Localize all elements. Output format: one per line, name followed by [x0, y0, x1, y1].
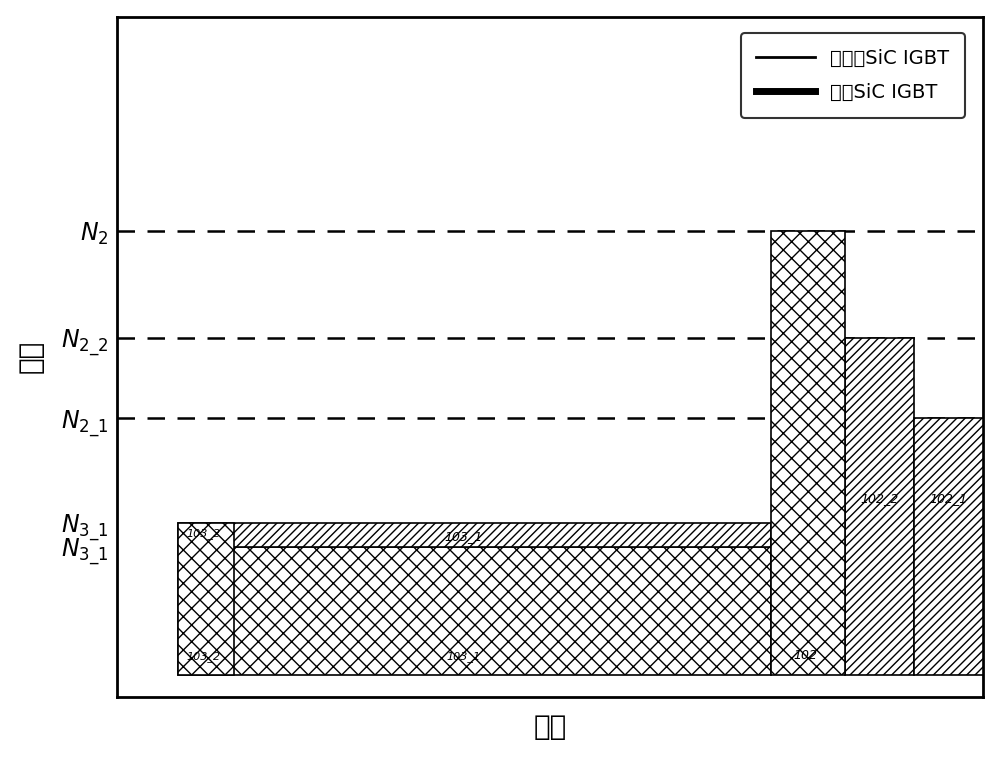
Text: 102_1: 102_1	[930, 492, 968, 505]
Bar	[845, 338, 914, 675]
Bar	[178, 523, 234, 675]
Text: 102: 102	[794, 649, 818, 662]
Text: 103_2: 103_2	[187, 528, 221, 539]
Text: 103_2: 103_2	[187, 651, 221, 662]
Y-axis label: 浓度: 浓度	[17, 340, 45, 373]
Bar	[178, 547, 771, 675]
Bar	[771, 231, 845, 675]
Legend: 本发明SiC IGBT, 传统SiC IGBT: 本发明SiC IGBT, 传统SiC IGBT	[741, 33, 965, 117]
Bar	[914, 418, 983, 675]
Text: 102_2: 102_2	[860, 492, 898, 505]
Bar	[178, 523, 771, 547]
Text: 103_1: 103_1	[446, 651, 481, 662]
Text: 103_1: 103_1	[444, 530, 483, 543]
X-axis label: 深度: 深度	[534, 713, 567, 741]
